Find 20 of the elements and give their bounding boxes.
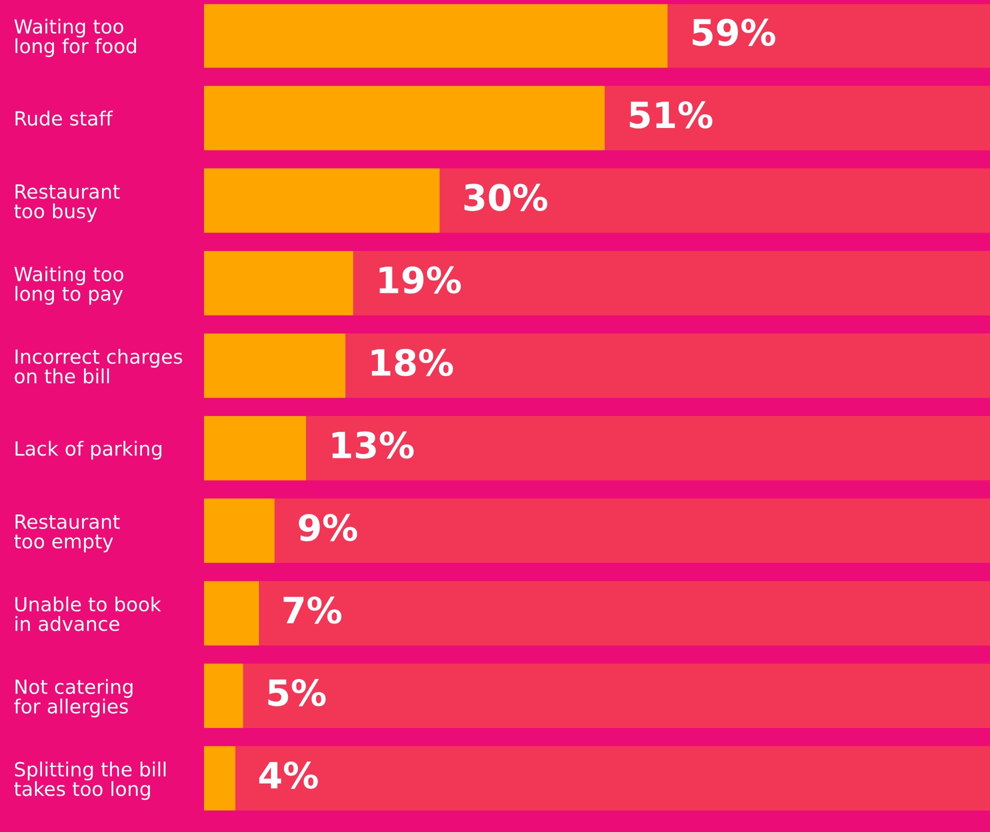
y-tick-label: Splitting the bill takes too long <box>14 762 166 800</box>
y-tick-label: Rude staff <box>16 110 113 126</box>
data-label: 51% <box>630 101 712 129</box>
y-tick-label: Restaurant too busy <box>14 184 120 222</box>
data-label: 9% <box>298 514 358 542</box>
data-label: 7% <box>284 596 342 624</box>
data-label: 5% <box>268 678 326 706</box>
y-tick-label: Unable to book in advance <box>15 596 162 632</box>
y-tick-label: Restaurant too empty <box>14 514 120 552</box>
data-label: 19% <box>380 266 461 294</box>
y-tick-label: Waiting too long to pay <box>14 266 124 305</box>
data-label: 30% <box>464 184 548 212</box>
data-label: 13% <box>332 431 414 459</box>
y-tick-label: Not catering for allergies <box>14 679 132 718</box>
y-tick-label: Incorrect charges on the bill <box>14 348 182 384</box>
y-tick-label: Lack of parking <box>16 440 162 460</box>
y-tick-label: Waiting too long for food <box>14 18 136 58</box>
data-label: 18% <box>372 348 453 376</box>
data-label: 59% <box>692 18 776 46</box>
data-label: 4% <box>259 762 318 789</box>
